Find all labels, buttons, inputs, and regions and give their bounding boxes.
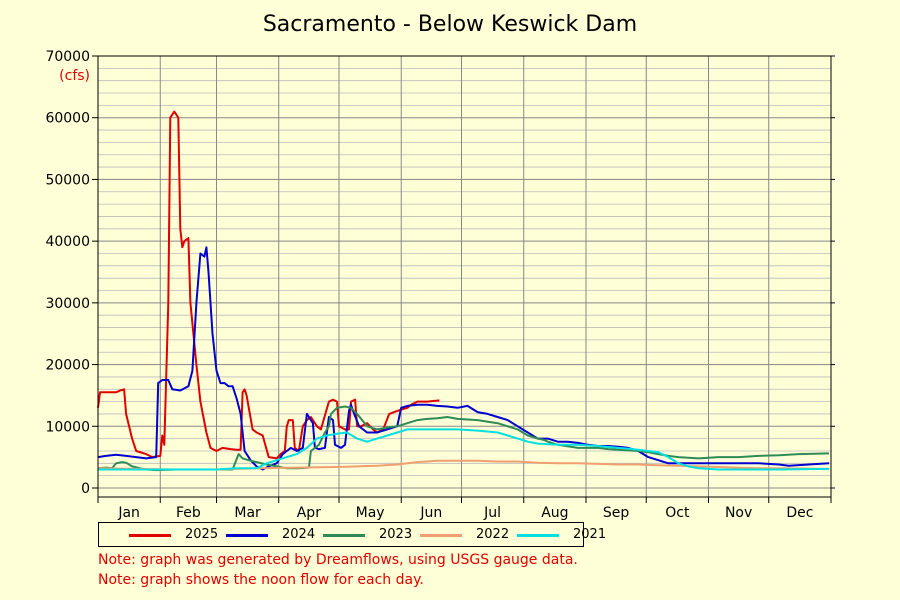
y-tick-label: 40000 — [45, 234, 90, 250]
y-tick-label: 10000 — [45, 419, 90, 435]
note-noon-flow: Note: graph shows the noon flow for each… — [98, 572, 424, 588]
series-line-2021 — [98, 428, 830, 471]
legend-swatch — [129, 534, 171, 537]
series-lines — [97, 110, 830, 472]
axes: 0 10000 20000 30000 40000 50000 60000 70000 (cfs… — [45, 49, 835, 520]
y-tick-label: 30000 — [45, 296, 90, 312]
chart-title: Sacramento - Below Keswick Dam — [262, 12, 638, 37]
y-axis-label: (cfs) — [59, 68, 90, 84]
month-label: Mar — [234, 505, 261, 520]
note-data-source: Note: graph was generated by Dreamflows,… — [98, 552, 578, 568]
legend: 2025 2024 2023 2022 2021 — [98, 522, 606, 547]
series-line-2025 — [97, 110, 440, 460]
legend-swatch — [420, 534, 462, 537]
plot-frame — [97, 55, 832, 498]
month-label: Nov — [725, 505, 752, 520]
month-label: Feb — [176, 505, 201, 520]
month-label: May — [356, 505, 385, 520]
legend-swatch — [323, 534, 365, 537]
month-label: Jul — [483, 505, 501, 520]
month-label: Jan — [117, 505, 140, 520]
legend-label: 2021 — [573, 527, 607, 542]
y-tick-label: 20000 — [45, 358, 90, 374]
month-label: Apr — [297, 505, 321, 520]
month-label: Jun — [419, 505, 442, 520]
legend-swatch — [517, 534, 559, 537]
plot-area: 0 10000 20000 30000 40000 50000 60000 70000 (cfs… — [45, 49, 835, 520]
legend-label: 2025 — [185, 527, 219, 542]
month-label: Dec — [786, 505, 813, 520]
month-label: Sep — [603, 505, 630, 520]
legend-swatch — [226, 534, 268, 537]
legend-label: 2023 — [379, 527, 413, 542]
month-label: Oct — [665, 505, 690, 520]
y-tick-label: 50000 — [45, 172, 90, 188]
month-label: Aug — [541, 505, 568, 520]
y-tick-label: 0 — [81, 481, 90, 497]
legend-label: 2022 — [476, 527, 510, 542]
y-tick-label: 60000 — [45, 111, 90, 127]
legend-label: 2024 — [282, 527, 316, 542]
series-line-2022 — [97, 459, 830, 471]
y-tick-label: 70000 — [45, 49, 90, 65]
